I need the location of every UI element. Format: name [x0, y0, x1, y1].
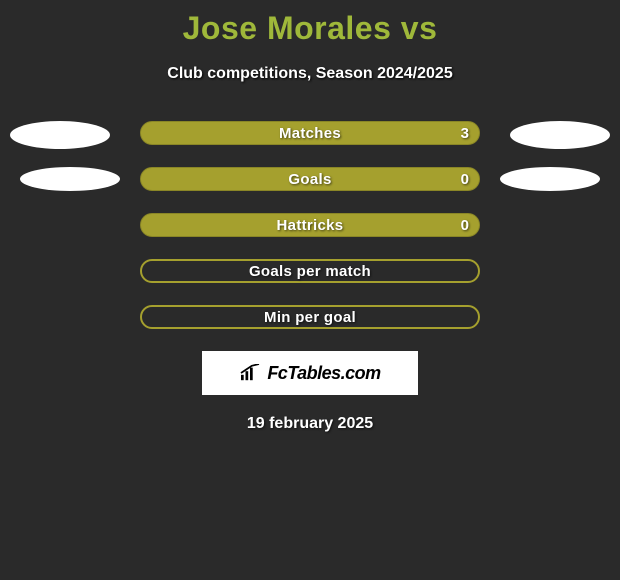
stat-bar: Min per goal	[140, 305, 480, 329]
stat-label: Goals per match	[249, 263, 371, 280]
stat-bar: Goals per match	[140, 259, 480, 283]
stat-bar: Goals 0	[140, 167, 480, 191]
logo-text: FcTables.com	[267, 363, 380, 384]
page-subtitle: Club competitions, Season 2024/2025	[0, 65, 620, 83]
stat-row-hattricks: Hattricks 0	[0, 213, 620, 237]
stat-row-goals: Goals 0	[0, 167, 620, 191]
date-text: 19 february 2025	[0, 415, 620, 433]
ellipse-icon	[10, 121, 110, 149]
stat-label: Min per goal	[264, 309, 356, 326]
stat-bar: Hattricks 0	[140, 213, 480, 237]
stat-row-goals-per-match: Goals per match	[0, 259, 620, 283]
stat-label: Matches	[279, 125, 341, 142]
stat-bar: Matches 3	[140, 121, 480, 145]
stat-value: 0	[461, 171, 469, 188]
ellipse-icon	[510, 121, 610, 149]
stat-row-matches: Matches 3	[0, 121, 620, 145]
ellipse-icon	[500, 167, 600, 191]
stat-value: 3	[461, 125, 469, 142]
stats-rows: Matches 3 Goals 0 Hattricks 0 Goals per …	[0, 121, 620, 329]
stat-value: 0	[461, 217, 469, 234]
stat-label: Goals	[288, 171, 331, 188]
stat-row-min-per-goal: Min per goal	[0, 305, 620, 329]
logo-box: FcTables.com	[202, 351, 418, 395]
stat-label: Hattricks	[277, 217, 344, 234]
page-title: Jose Morales vs	[0, 0, 620, 47]
ellipse-icon	[20, 167, 120, 191]
chart-icon	[239, 364, 261, 382]
